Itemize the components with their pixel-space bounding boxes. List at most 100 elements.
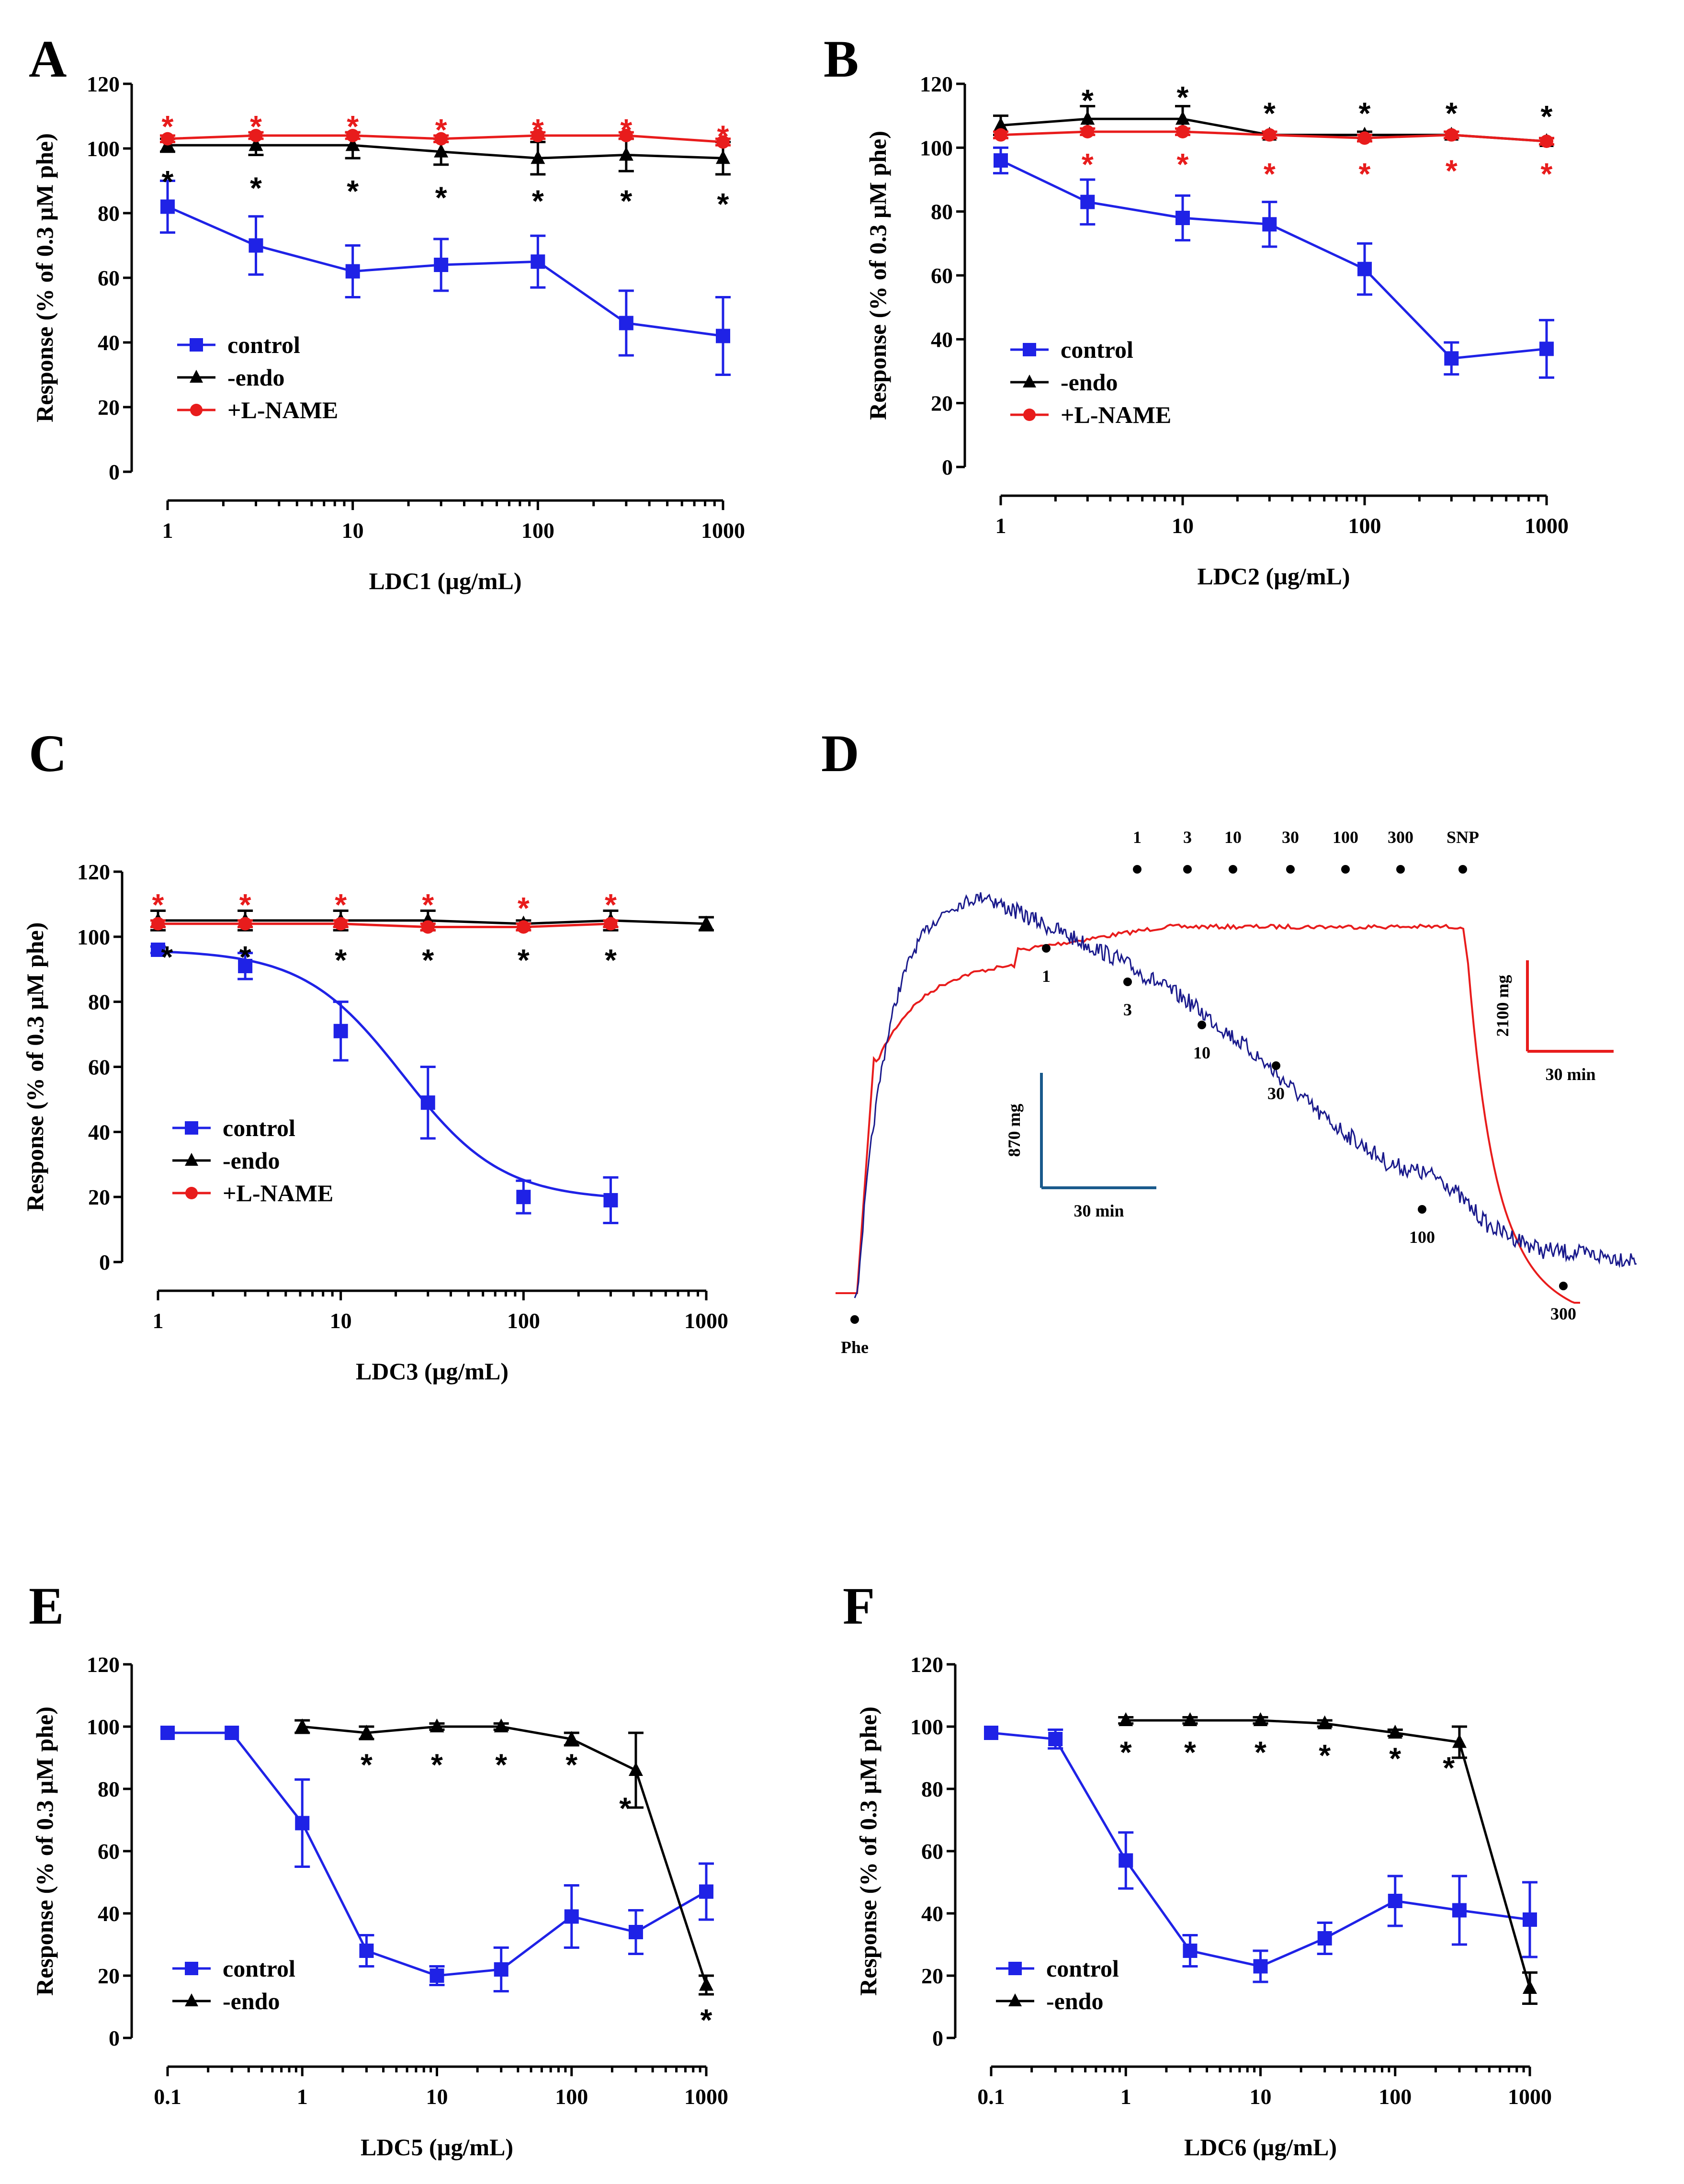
y-tick-label: 100 <box>920 136 953 160</box>
data-point <box>1540 135 1553 148</box>
significance-star: * <box>162 109 174 144</box>
y-tick-label: 0 <box>932 2026 943 2050</box>
data-point <box>604 917 618 931</box>
y-axis-label: Response (% of 0.3 µM phe) <box>864 131 891 420</box>
data-point <box>994 128 1007 142</box>
data-point <box>1452 1903 1467 1918</box>
x-axis-label: LDC3 (µg/mL) <box>356 1358 509 1385</box>
data-point <box>420 1095 435 1110</box>
legend: control -endo <box>996 1955 1119 2014</box>
y-tick-label: 120 <box>910 1652 943 1677</box>
data-point <box>699 1884 713 1899</box>
y-tick-label: 60 <box>921 1839 943 1864</box>
significance-star: * <box>335 887 347 922</box>
data-point <box>1445 128 1458 142</box>
data-point <box>628 1762 643 1776</box>
data-point <box>1388 1894 1402 1908</box>
series-endo <box>294 1718 714 1996</box>
significance-star: * <box>431 1748 443 1782</box>
scale-label-blue-vertical: 870 mg <box>1005 1104 1024 1157</box>
data-point <box>531 129 545 142</box>
y-tick-label: 120 <box>920 72 953 96</box>
legend-label: control <box>223 1955 295 1982</box>
y-tick-label: 80 <box>98 201 120 226</box>
data-point <box>1262 217 1277 232</box>
legend: control -endo +L-NAME <box>177 331 338 423</box>
addition-label: 3 <box>1123 1000 1132 1019</box>
significance-star: * <box>422 887 434 922</box>
y-tick-label: 0 <box>109 2026 120 2050</box>
data-point <box>984 1726 998 1740</box>
data-point <box>421 920 435 934</box>
data-point <box>225 1726 239 1740</box>
legend-marker <box>1008 1993 1022 2006</box>
addition-dot <box>1229 865 1237 874</box>
significance-star: * <box>161 940 173 974</box>
series-control <box>160 180 731 376</box>
significance-star: * <box>717 119 729 153</box>
data-point <box>1358 131 1371 145</box>
significance-star: * <box>717 187 729 221</box>
y-tick-label: 100 <box>77 925 110 949</box>
data-point <box>1357 262 1372 276</box>
addition-dot <box>1559 1282 1568 1290</box>
panel-d-tracing: D 1 3 10 30 100 300 SNP 1 3 10 30 100 300 Phe 870 mg 30 … <box>821 724 1637 1357</box>
y-axis-label: Response (% of 0.3 µM phe) <box>31 133 58 422</box>
significance-star: * <box>1541 157 1553 191</box>
y-tick-label: 120 <box>87 1652 120 1677</box>
data-point <box>1523 1912 1537 1927</box>
data-point <box>1175 211 1190 225</box>
significance-star: * <box>620 183 632 218</box>
panel-label-c: C <box>29 724 67 783</box>
x-tick-label: 0.1 <box>977 2084 1005 2109</box>
data-point <box>160 199 175 214</box>
legend-label: -endo <box>1061 369 1118 396</box>
addition-dot <box>1183 865 1192 874</box>
data-point <box>238 917 252 931</box>
y-tick-label: 20 <box>98 395 120 420</box>
data-point <box>334 917 348 931</box>
panel-label-a: A <box>29 30 67 88</box>
panel-label-b: B <box>824 30 859 88</box>
data-point <box>429 1968 444 1983</box>
significance-star: * <box>620 113 632 147</box>
y-tick-label: 120 <box>77 860 110 884</box>
significance-star: * <box>162 164 174 199</box>
x-tick-label: 10 <box>330 1308 352 1333</box>
significance-star: * <box>518 891 530 925</box>
data-point <box>628 1925 643 1939</box>
y-tick-label: 80 <box>88 990 110 1014</box>
x-tick-label: 1 <box>297 2084 308 2109</box>
x-axis-label: LDC2 (µg/mL) <box>1197 563 1350 590</box>
significance-star: * <box>1446 96 1458 130</box>
addition-label: SNP <box>1447 828 1479 847</box>
data-point <box>1253 1712 1268 1726</box>
addition-dot <box>1133 865 1142 874</box>
addition-dot <box>1341 865 1350 874</box>
addition-label: 100 <box>1333 828 1358 847</box>
phe-dot <box>850 1315 859 1324</box>
significance-star: * <box>1177 147 1189 182</box>
data-point <box>1263 128 1277 142</box>
data-point <box>494 1962 509 1977</box>
x-tick-label: 1 <box>1120 2084 1131 2109</box>
data-point <box>994 117 1008 131</box>
significance-star: * <box>1264 96 1276 130</box>
significance-star: * <box>605 887 617 922</box>
data-point <box>249 238 263 253</box>
significance-star: * <box>250 109 262 144</box>
x-tick-label: 1000 <box>1525 513 1569 538</box>
legend-label: -endo <box>223 1147 280 1174</box>
data-point <box>345 137 360 151</box>
data-point <box>619 129 633 142</box>
x-tick-label: 1 <box>153 1308 164 1333</box>
y-tick-label: 40 <box>98 1901 120 1926</box>
significance-star: * <box>239 887 251 922</box>
data-point <box>564 1909 579 1924</box>
y-tick-label: 20 <box>921 1964 943 1988</box>
data-point <box>249 129 263 142</box>
addition-label: 30 <box>1267 1084 1285 1103</box>
data-point <box>517 920 531 934</box>
